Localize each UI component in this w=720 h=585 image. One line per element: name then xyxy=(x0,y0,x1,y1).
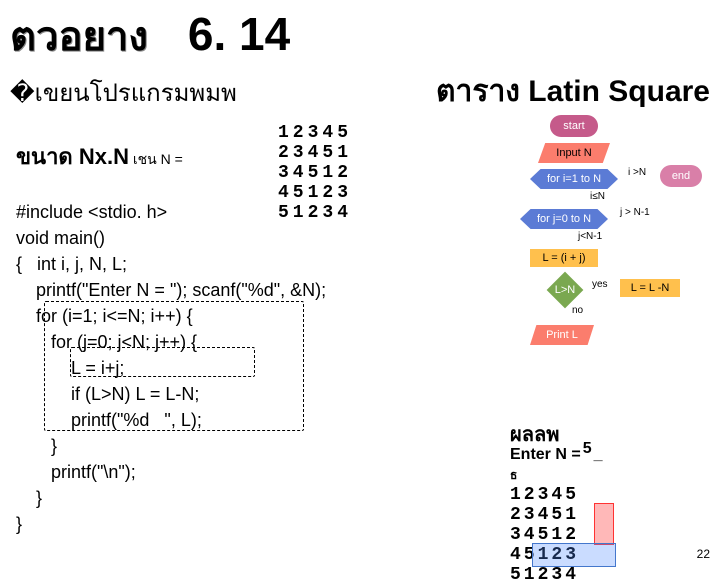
flow-loop-j: for j=0 to N xyxy=(520,209,608,229)
flow-assign: L = (i + j) xyxy=(530,249,598,267)
highlight-red xyxy=(594,503,614,545)
lbl-no: no xyxy=(572,305,583,316)
title-number: 6. 14 xyxy=(188,7,290,61)
output-panel: ผลลพ Enter N =5_ ธ 12345 23451 34512 451… xyxy=(510,425,603,585)
output-nl: ธ xyxy=(510,465,603,485)
flow-end: end xyxy=(660,165,702,187)
flow-input: Input N xyxy=(538,143,610,163)
output-row-2: 34512 xyxy=(510,525,603,545)
output-enter-line: Enter N =5_ xyxy=(510,445,603,465)
flow-adjust: L = L -N xyxy=(620,279,680,297)
subtitle-right: ตาราง Latin Square xyxy=(436,68,710,115)
lbl-i-gt-n: i >N xyxy=(628,167,646,178)
output-row-1: 23451 xyxy=(510,505,603,525)
page-number: 22 xyxy=(697,547,710,561)
lbl-j-lt: j<N-1 xyxy=(578,231,602,242)
title-example: ตวอยาง xyxy=(10,4,148,68)
flow-loop-i: for i=1 to N xyxy=(530,169,618,189)
flowchart: start Input N for i=1 to N i >N end i≤N … xyxy=(480,115,710,415)
lbl-yes: yes xyxy=(592,279,608,290)
dashed-box-inner xyxy=(70,347,255,377)
flow-start: start xyxy=(550,115,598,137)
highlight-blue xyxy=(532,543,616,567)
output-row-0: 12345 xyxy=(510,485,603,505)
lbl-i-le-n: i≤N xyxy=(590,191,605,202)
flow-print: Print L xyxy=(530,325,594,345)
flow-compare: L>N xyxy=(552,277,578,303)
lbl-j-gt: j > N-1 xyxy=(620,207,650,218)
subtitle-left: �เขยนโปรแกรมพมพ xyxy=(10,73,237,112)
size-line: ขนาด Nx.N เชน N = xyxy=(16,139,183,174)
output-row-4: 51234 xyxy=(510,565,603,585)
